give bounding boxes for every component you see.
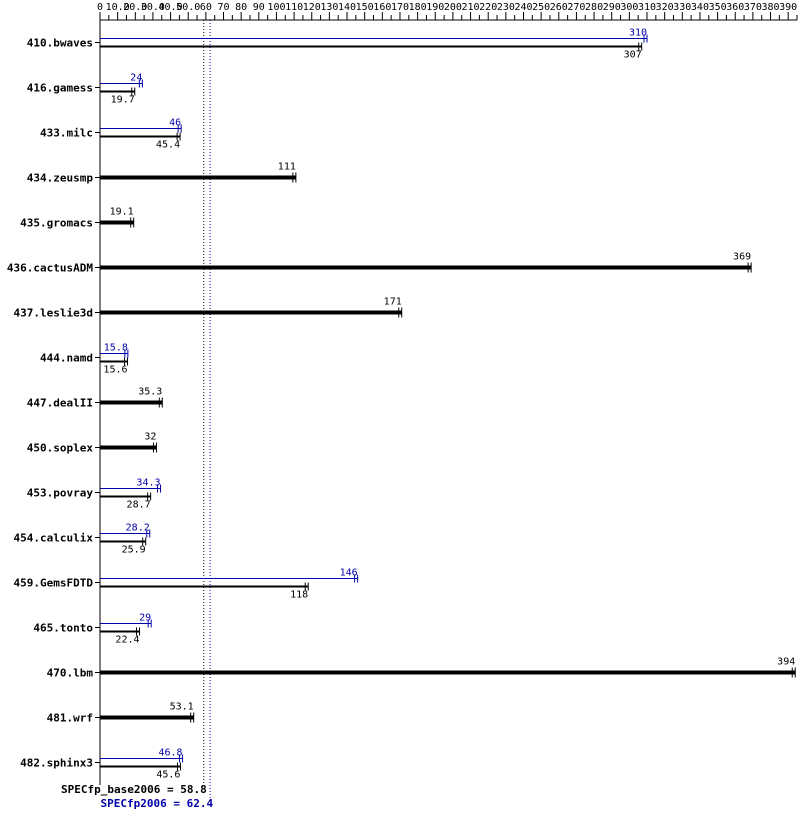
benchmark-base-value: 45.6 xyxy=(156,770,180,781)
x-axis-tick-label: 370 xyxy=(744,2,762,13)
benchmark-base-value: 25.9 xyxy=(122,545,146,556)
x-axis-tick-label: 340 xyxy=(691,2,709,13)
benchmark-base-value: 22.4 xyxy=(115,635,139,646)
benchmark-base-value: 118 xyxy=(290,590,308,601)
x-axis-tick-label: 250 xyxy=(532,2,550,13)
x-axis-tick-label: 240 xyxy=(514,2,532,13)
benchmark-label: 416.gamess xyxy=(27,82,93,95)
benchmark-peak-value: 146 xyxy=(340,568,358,579)
benchmark-value: 32 xyxy=(144,432,156,443)
benchmark-base-value: 307 xyxy=(624,50,642,61)
x-axis-tick-label: 330 xyxy=(673,2,691,13)
base-score-label: SPECfp_base2006 = 58.8 xyxy=(61,783,207,796)
benchmark-label: 470.lbm xyxy=(47,667,94,680)
x-axis-tick-label: 120 xyxy=(303,2,321,13)
peak-score-label: SPECfp2006 = 62.4 xyxy=(101,797,214,810)
x-axis-tick-label: 130 xyxy=(320,2,338,13)
x-axis-tick-label: 60 xyxy=(200,2,212,13)
benchmark-label: 444.namd xyxy=(40,352,93,365)
x-axis-tick-label: 310 xyxy=(638,2,656,13)
benchmark-label: 434.zeusmp xyxy=(27,172,94,185)
benchmark-peak-value: 24 xyxy=(130,73,142,84)
spec-benchmark-chart: 010.020.030.040.050.06070809010011012013… xyxy=(0,0,799,831)
benchmark-label: 435.gromacs xyxy=(20,217,93,230)
benchmark-label: 450.soplex xyxy=(27,442,94,455)
benchmark-base-value: 15.6 xyxy=(103,365,127,376)
benchmark-label: 436.cactusADM xyxy=(7,262,93,275)
benchmark-label: 453.povray xyxy=(27,487,94,500)
x-axis-tick-label: 160 xyxy=(373,2,391,13)
benchmark-label: 433.milc xyxy=(40,127,93,140)
x-axis-tick-label: 210 xyxy=(462,2,480,13)
x-axis-tick-label: 290 xyxy=(603,2,621,13)
benchmark-value: 171 xyxy=(384,297,402,308)
benchmark-peak-value: 34.3 xyxy=(136,478,160,489)
benchmark-base-value: 45.4 xyxy=(156,140,180,151)
x-axis-tick-label: 150 xyxy=(356,2,374,13)
x-axis-tick-label: 230 xyxy=(497,2,515,13)
x-axis-tick-label: 280 xyxy=(585,2,603,13)
benchmark-label: 447.dealII xyxy=(27,397,93,410)
benchmark-label: 465.tonto xyxy=(33,622,93,635)
x-axis-tick-label: 0 xyxy=(97,2,103,13)
x-axis-tick-label: 360 xyxy=(726,2,744,13)
x-axis-tick-label: 200 xyxy=(444,2,462,13)
benchmark-label: 481.wrf xyxy=(47,712,93,725)
x-axis-tick-label: 320 xyxy=(656,2,674,13)
benchmark-value: 35.3 xyxy=(138,387,162,398)
benchmark-value: 369 xyxy=(733,252,751,263)
x-axis-tick-label: 90 xyxy=(253,2,265,13)
benchmark-label: 459.GemsFDTD xyxy=(14,577,94,590)
benchmark-peak-value: 46 xyxy=(169,118,181,129)
benchmark-peak-value: 310 xyxy=(629,28,647,39)
benchmark-value: 394 xyxy=(777,657,795,668)
benchmark-label: 454.calculix xyxy=(14,532,94,545)
benchmark-value: 111 xyxy=(278,162,296,173)
x-axis-tick-label: 170 xyxy=(391,2,409,13)
benchmark-value: 53.1 xyxy=(170,702,194,713)
x-axis-tick-label: 50.0 xyxy=(176,2,200,13)
benchmark-label: 410.bwaves xyxy=(27,37,93,50)
x-axis-tick-label: 390 xyxy=(779,2,797,13)
x-axis-tick-label: 80 xyxy=(235,2,247,13)
x-axis-tick-label: 270 xyxy=(567,2,585,13)
benchmark-base-value: 19.7 xyxy=(111,95,135,106)
x-axis-tick-label: 190 xyxy=(426,2,444,13)
benchmark-peak-value: 15.8 xyxy=(104,343,128,354)
x-axis-tick-label: 140 xyxy=(338,2,356,13)
benchmark-peak-value: 28.2 xyxy=(126,523,150,534)
x-axis-tick-label: 380 xyxy=(762,2,780,13)
x-axis-tick-label: 300 xyxy=(620,2,638,13)
benchmark-label: 437.leslie3d xyxy=(14,307,93,320)
x-axis-tick-label: 70 xyxy=(217,2,229,13)
x-axis-tick-label: 110 xyxy=(285,2,303,13)
x-axis-tick-label: 220 xyxy=(479,2,497,13)
benchmark-base-value: 28.7 xyxy=(127,500,151,511)
benchmark-label: 482.sphinx3 xyxy=(20,757,93,770)
benchmark-peak-value: 29 xyxy=(139,613,151,624)
x-axis-tick-label: 350 xyxy=(709,2,727,13)
benchmark-value: 19.1 xyxy=(110,207,134,218)
x-axis-tick-label: 260 xyxy=(550,2,568,13)
x-axis-tick-label: 100 xyxy=(267,2,285,13)
x-axis-tick-label: 180 xyxy=(409,2,427,13)
benchmark-peak-value: 46.8 xyxy=(158,748,182,759)
